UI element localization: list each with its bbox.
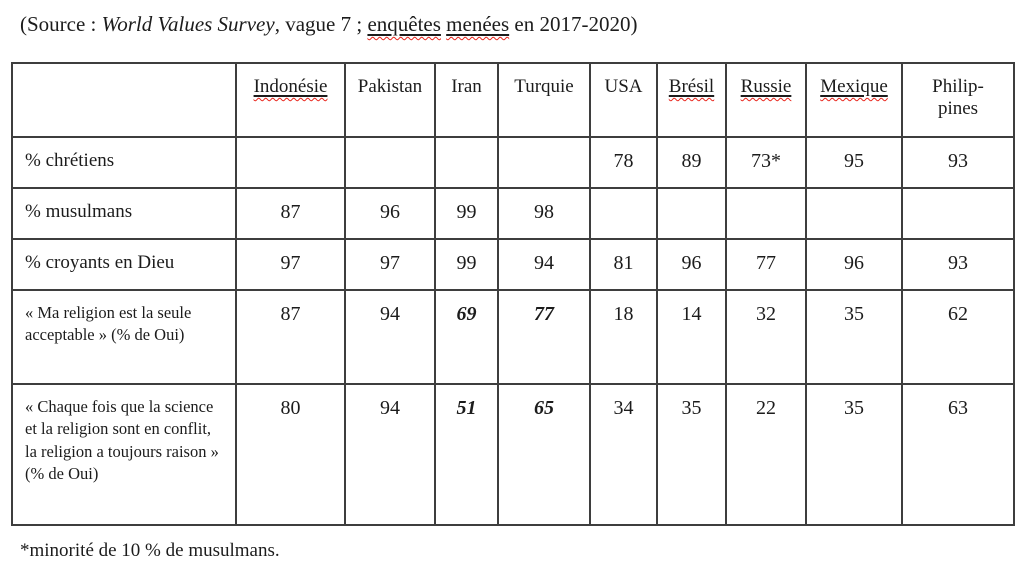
value-cell — [901, 187, 1015, 240]
value-cell: 93 — [901, 136, 1015, 189]
underlined-word: Russie — [741, 76, 792, 97]
source-suffix: en 2017-2020) — [509, 12, 638, 36]
value-cell: 87 — [235, 187, 346, 240]
value-cell — [434, 136, 499, 189]
value-cell — [725, 187, 807, 240]
value-cell: 89 — [656, 136, 727, 189]
value-cell — [344, 136, 436, 189]
underlined-word: Indonésie — [254, 76, 328, 97]
spellcheck-underline: menées — [446, 12, 510, 36]
table-row-chretiens: % chrétiens 78 89 73* 95 93 — [11, 136, 1015, 189]
table-row-musulmans: % musulmans 87 96 99 98 — [11, 187, 1015, 240]
misspelled-phrase-part1: enquêtes — [367, 12, 440, 36]
value-cell: 32 — [725, 289, 807, 385]
value-cell: 35 — [805, 289, 903, 385]
header-cell-usa: USA — [589, 62, 658, 138]
value-cell: 63 — [901, 383, 1015, 526]
value-cell: 81 — [589, 238, 658, 291]
header-label: Philip- pines — [932, 76, 984, 119]
table-row-religion-seule: « Ma religion est la seule acceptable » … — [11, 289, 1015, 385]
value-cell: 94 — [344, 383, 436, 526]
source-name: World Values Survey — [101, 12, 275, 36]
value-cell: 35 — [805, 383, 903, 526]
value-cell — [805, 187, 903, 240]
header-cell-turquie: Turquie — [497, 62, 591, 138]
value-cell: 35 — [656, 383, 727, 526]
table-row-croyants: % croyants en Dieu 97 97 99 94 81 96 77 … — [11, 238, 1015, 291]
value-cell: 22 — [725, 383, 807, 526]
table-header-row: Indonésie Pakistan Iran Turquie USA Brés… — [11, 62, 1015, 138]
value-cell — [656, 187, 727, 240]
spellcheck-underline: enquêtes — [367, 12, 441, 36]
row-label-cell: % croyants en Dieu — [11, 238, 237, 291]
header-label: Mexique — [820, 76, 888, 97]
value-cell-highlight: 65 — [497, 383, 591, 526]
value-cell-highlight: 51 — [434, 383, 499, 526]
row-label-cell: « Chaque fois que la science et la relig… — [11, 383, 237, 526]
value-cell: 87 — [235, 289, 346, 385]
misspelled-phrase-part2: menées — [446, 12, 509, 36]
underlined-word: Mexique — [820, 76, 888, 97]
header-label: Iran — [451, 76, 482, 97]
value-cell: 62 — [901, 289, 1015, 385]
header-cell-russie: Russie — [725, 62, 807, 138]
value-cell: 80 — [235, 383, 346, 526]
header-cell-mexique: Mexique — [805, 62, 903, 138]
row-label-cell: % musulmans — [11, 187, 237, 240]
header-label: Turquie — [514, 76, 574, 97]
underlined-word: Brésil — [669, 76, 714, 97]
row-label-cell: % chrétiens — [11, 136, 237, 189]
table-row-science-conflit: « Chaque fois que la science et la relig… — [11, 383, 1015, 526]
value-cell: 94 — [497, 238, 591, 291]
value-cell: 99 — [434, 238, 499, 291]
header-label: Indonésie — [253, 76, 328, 97]
header-cell-indonesie: Indonésie — [235, 62, 346, 138]
header-empty-cell — [11, 62, 237, 138]
footnote: *minorité de 10 % de musulmans. — [20, 540, 280, 561]
value-cell: 73* — [725, 136, 807, 189]
header-cell-bresil: Brésil — [656, 62, 727, 138]
header-cell-iran: Iran — [434, 62, 499, 138]
row-label-cell: « Ma religion est la seule acceptable » … — [11, 289, 237, 385]
value-cell: 96 — [344, 187, 436, 240]
value-cell: 78 — [589, 136, 658, 189]
source-line: (Source : World Values Survey, vague 7 ;… — [20, 12, 637, 37]
header-cell-philippines: Philip- pines — [901, 62, 1015, 138]
value-cell — [235, 136, 346, 189]
header-label: Brésil — [668, 76, 715, 97]
value-cell — [589, 187, 658, 240]
value-cell: 14 — [656, 289, 727, 385]
value-cell: 97 — [344, 238, 436, 291]
source-prefix: (Source : — [20, 12, 102, 36]
value-cell: 94 — [344, 289, 436, 385]
header-label: Pakistan — [357, 76, 423, 97]
value-cell: 97 — [235, 238, 346, 291]
header-cell-pakistan: Pakistan — [344, 62, 436, 138]
value-cell: 93 — [901, 238, 1015, 291]
value-cell: 96 — [805, 238, 903, 291]
value-cell-highlight: 77 — [497, 289, 591, 385]
value-cell-highlight: 69 — [434, 289, 499, 385]
source-middle: , vague 7 ; — [274, 12, 368, 36]
value-cell — [497, 136, 591, 189]
header-label: Russie — [740, 76, 792, 97]
value-cell: 98 — [497, 187, 591, 240]
value-cell: 18 — [589, 289, 658, 385]
header-label: USA — [604, 76, 643, 97]
survey-table: Indonésie Pakistan Iran Turquie USA Brés… — [11, 62, 1015, 526]
value-cell: 96 — [656, 238, 727, 291]
value-cell: 77 — [725, 238, 807, 291]
value-cell: 99 — [434, 187, 499, 240]
value-cell: 34 — [589, 383, 658, 526]
value-cell: 95 — [805, 136, 903, 189]
